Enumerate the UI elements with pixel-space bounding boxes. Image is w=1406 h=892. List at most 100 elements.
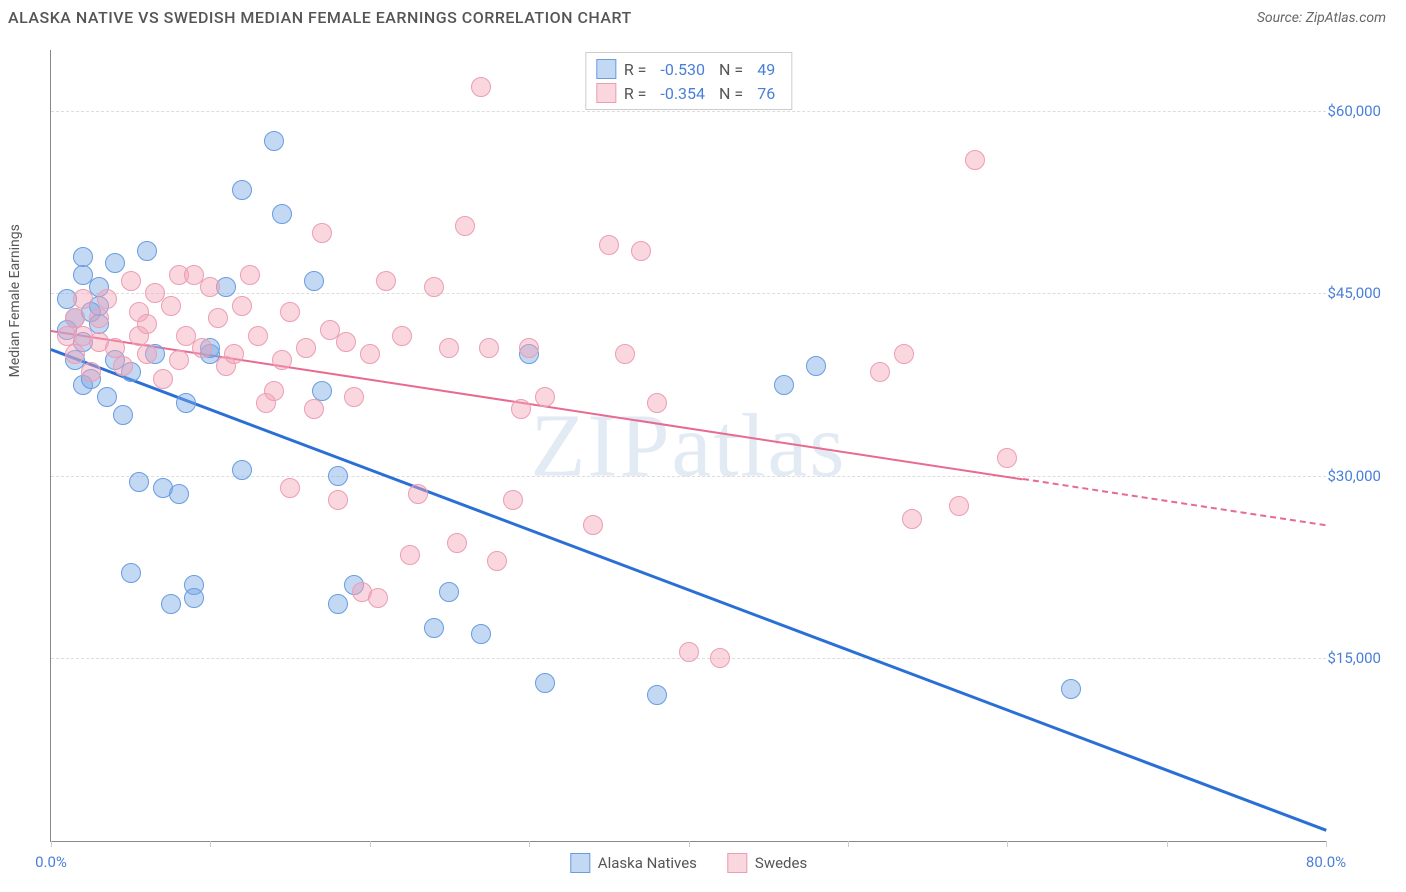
y-tick-label: $45,000 (1327, 284, 1381, 302)
scatter-point-swedes (312, 223, 332, 243)
y-axis-label: Median Female Earnings (7, 224, 23, 377)
scatter-point-swedes (121, 271, 141, 291)
legend-item-swedes: Swedes (727, 853, 807, 873)
scatter-point-alaska (424, 618, 444, 638)
legend-correlation-box: R = -0.530 N = 49 R = -0.354 N = 76 (585, 52, 792, 110)
x-tick-mark (210, 841, 211, 847)
legend-n-label: N = (719, 84, 743, 103)
scatter-point-swedes (248, 326, 268, 346)
scatter-point-swedes (599, 235, 619, 255)
scatter-point-alaska (535, 673, 555, 693)
x-tick-mark (51, 841, 52, 847)
legend-item-alaska: Alaska Natives (570, 853, 697, 873)
x-tick-mark (1326, 841, 1327, 847)
scatter-point-swedes (224, 344, 244, 364)
scatter-point-swedes (997, 448, 1017, 468)
legend-series-box: Alaska Natives Swedes (570, 853, 807, 873)
scatter-point-alaska (121, 563, 141, 583)
scatter-point-swedes (208, 308, 228, 328)
x-tick-mark (529, 841, 530, 847)
scatter-point-swedes (328, 490, 348, 510)
scatter-point-swedes (240, 265, 260, 285)
scatter-point-swedes (583, 515, 603, 535)
scatter-point-swedes (535, 387, 555, 407)
legend-row-swedes: R = -0.354 N = 76 (596, 81, 781, 105)
scatter-point-swedes (870, 362, 890, 382)
scatter-point-alaska (471, 624, 491, 644)
scatter-point-swedes (479, 338, 499, 358)
scatter-point-swedes (280, 478, 300, 498)
legend-swatch-alaska (570, 853, 590, 873)
chart-header: ALASKA NATIVE VS SWEDISH MEDIAN FEMALE E… (0, 0, 1406, 35)
y-tick-label: $60,000 (1327, 102, 1381, 120)
scatter-point-alaska (113, 405, 133, 425)
scatter-point-swedes (902, 509, 922, 529)
plot-area: ZIPatlas R = -0.530 N = 49 R = -0.354 N … (50, 50, 1326, 842)
y-tick-label: $30,000 (1327, 467, 1381, 485)
trend-line (51, 348, 1327, 831)
scatter-point-swedes (424, 277, 444, 297)
y-tick-label: $15,000 (1327, 649, 1381, 667)
scatter-point-alaska (232, 180, 252, 200)
scatter-point-alaska (264, 131, 284, 151)
scatter-point-swedes (455, 216, 475, 236)
scatter-point-alaska (161, 594, 181, 614)
scatter-point-swedes (153, 369, 173, 389)
legend-label-swedes: Swedes (755, 854, 807, 872)
legend-r-value-swedes: -0.354 (660, 84, 705, 103)
legend-r-label: R = (624, 60, 647, 79)
scatter-point-swedes (113, 356, 133, 376)
scatter-point-swedes (272, 350, 292, 370)
scatter-point-swedes (894, 344, 914, 364)
scatter-point-swedes (710, 648, 730, 668)
scatter-point-swedes (615, 344, 635, 364)
scatter-point-swedes (965, 150, 985, 170)
scatter-point-swedes (296, 338, 316, 358)
scatter-point-swedes (105, 338, 125, 358)
scatter-point-swedes (344, 387, 364, 407)
legend-swatch-swedes (727, 853, 747, 873)
scatter-point-swedes (280, 302, 300, 322)
scatter-point-swedes (89, 308, 109, 328)
legend-r-label: R = (624, 84, 647, 103)
scatter-point-swedes (360, 344, 380, 364)
scatter-point-swedes (376, 271, 396, 291)
scatter-point-swedes (73, 289, 93, 309)
scatter-point-swedes (368, 588, 388, 608)
x-tick-mark (370, 841, 371, 847)
scatter-point-alaska (272, 204, 292, 224)
scatter-point-alaska (774, 375, 794, 395)
scatter-point-swedes (647, 393, 667, 413)
scatter-point-alaska (105, 253, 125, 273)
scatter-point-alaska (328, 594, 348, 614)
scatter-point-swedes (487, 551, 507, 571)
grid-line-horizontal (51, 293, 1326, 294)
scatter-point-swedes (631, 241, 651, 261)
scatter-point-swedes (511, 399, 531, 419)
scatter-point-swedes (264, 381, 284, 401)
scatter-point-alaska (1061, 679, 1081, 699)
x-tick-label: 80.0% (1306, 853, 1346, 871)
scatter-point-swedes (232, 296, 252, 316)
scatter-point-swedes (97, 289, 117, 309)
x-tick-mark (1007, 841, 1008, 847)
scatter-point-swedes (192, 338, 212, 358)
legend-row-alaska: R = -0.530 N = 49 (596, 57, 781, 81)
scatter-point-alaska (439, 582, 459, 602)
scatter-point-swedes (200, 277, 220, 297)
chart-title: ALASKA NATIVE VS SWEDISH MEDIAN FEMALE E… (8, 8, 632, 27)
scatter-point-alaska (232, 460, 252, 480)
legend-n-value-alaska: 49 (757, 60, 775, 79)
scatter-point-swedes (949, 496, 969, 516)
scatter-point-alaska (169, 484, 189, 504)
chart-container: ZIPatlas R = -0.530 N = 49 R = -0.354 N … (50, 50, 1386, 842)
scatter-point-swedes (169, 350, 189, 370)
scatter-point-alaska (647, 685, 667, 705)
scatter-point-swedes (447, 533, 467, 553)
scatter-point-swedes (65, 344, 85, 364)
scatter-point-alaska (304, 271, 324, 291)
scatter-point-swedes (137, 344, 157, 364)
scatter-point-swedes (503, 490, 523, 510)
scatter-point-swedes (439, 338, 459, 358)
scatter-point-swedes (400, 545, 420, 565)
